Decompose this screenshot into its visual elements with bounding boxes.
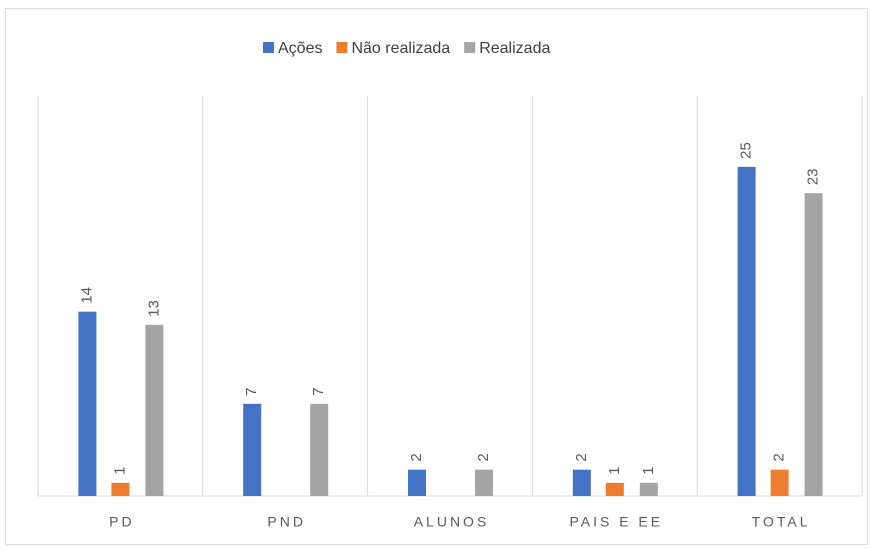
bar bbox=[639, 482, 658, 496]
legend-swatch bbox=[464, 42, 476, 53]
bar bbox=[111, 482, 130, 496]
data-label: 7 bbox=[310, 387, 327, 395]
legend-swatch bbox=[263, 42, 274, 53]
bar bbox=[770, 469, 789, 496]
legend-swatch bbox=[336, 42, 348, 53]
bar bbox=[145, 324, 164, 496]
data-label: 2 bbox=[475, 453, 492, 461]
bar bbox=[310, 403, 329, 496]
data-label: 25 bbox=[738, 142, 755, 159]
data-label: 1 bbox=[606, 466, 623, 474]
x-tick-label: TOTAL bbox=[752, 514, 811, 530]
bar bbox=[605, 482, 624, 496]
data-label: 13 bbox=[145, 300, 162, 317]
bar bbox=[572, 469, 591, 496]
data-label: 14 bbox=[78, 287, 95, 304]
legend-label: Não realizada bbox=[351, 40, 450, 57]
bar bbox=[408, 469, 426, 496]
bar bbox=[243, 403, 262, 496]
data-label: 2 bbox=[771, 453, 788, 461]
x-tick-label: PND bbox=[267, 514, 306, 530]
data-label: 2 bbox=[408, 453, 425, 461]
legend-label: Realizada bbox=[479, 40, 550, 57]
data-label: 1 bbox=[640, 466, 657, 474]
data-label: 2 bbox=[573, 453, 590, 461]
bar bbox=[475, 469, 493, 496]
x-tick-label: ALUNOS bbox=[414, 514, 490, 530]
data-label: 1 bbox=[111, 466, 128, 474]
bar bbox=[78, 311, 97, 496]
legend-label: Ações bbox=[278, 40, 322, 57]
bar bbox=[737, 166, 756, 497]
data-label: 7 bbox=[243, 387, 260, 395]
data-label: 23 bbox=[805, 168, 822, 185]
x-tick-label: PAIS E EE bbox=[569, 514, 663, 530]
bar bbox=[804, 193, 823, 496]
x-tick-label: PD bbox=[109, 514, 134, 530]
